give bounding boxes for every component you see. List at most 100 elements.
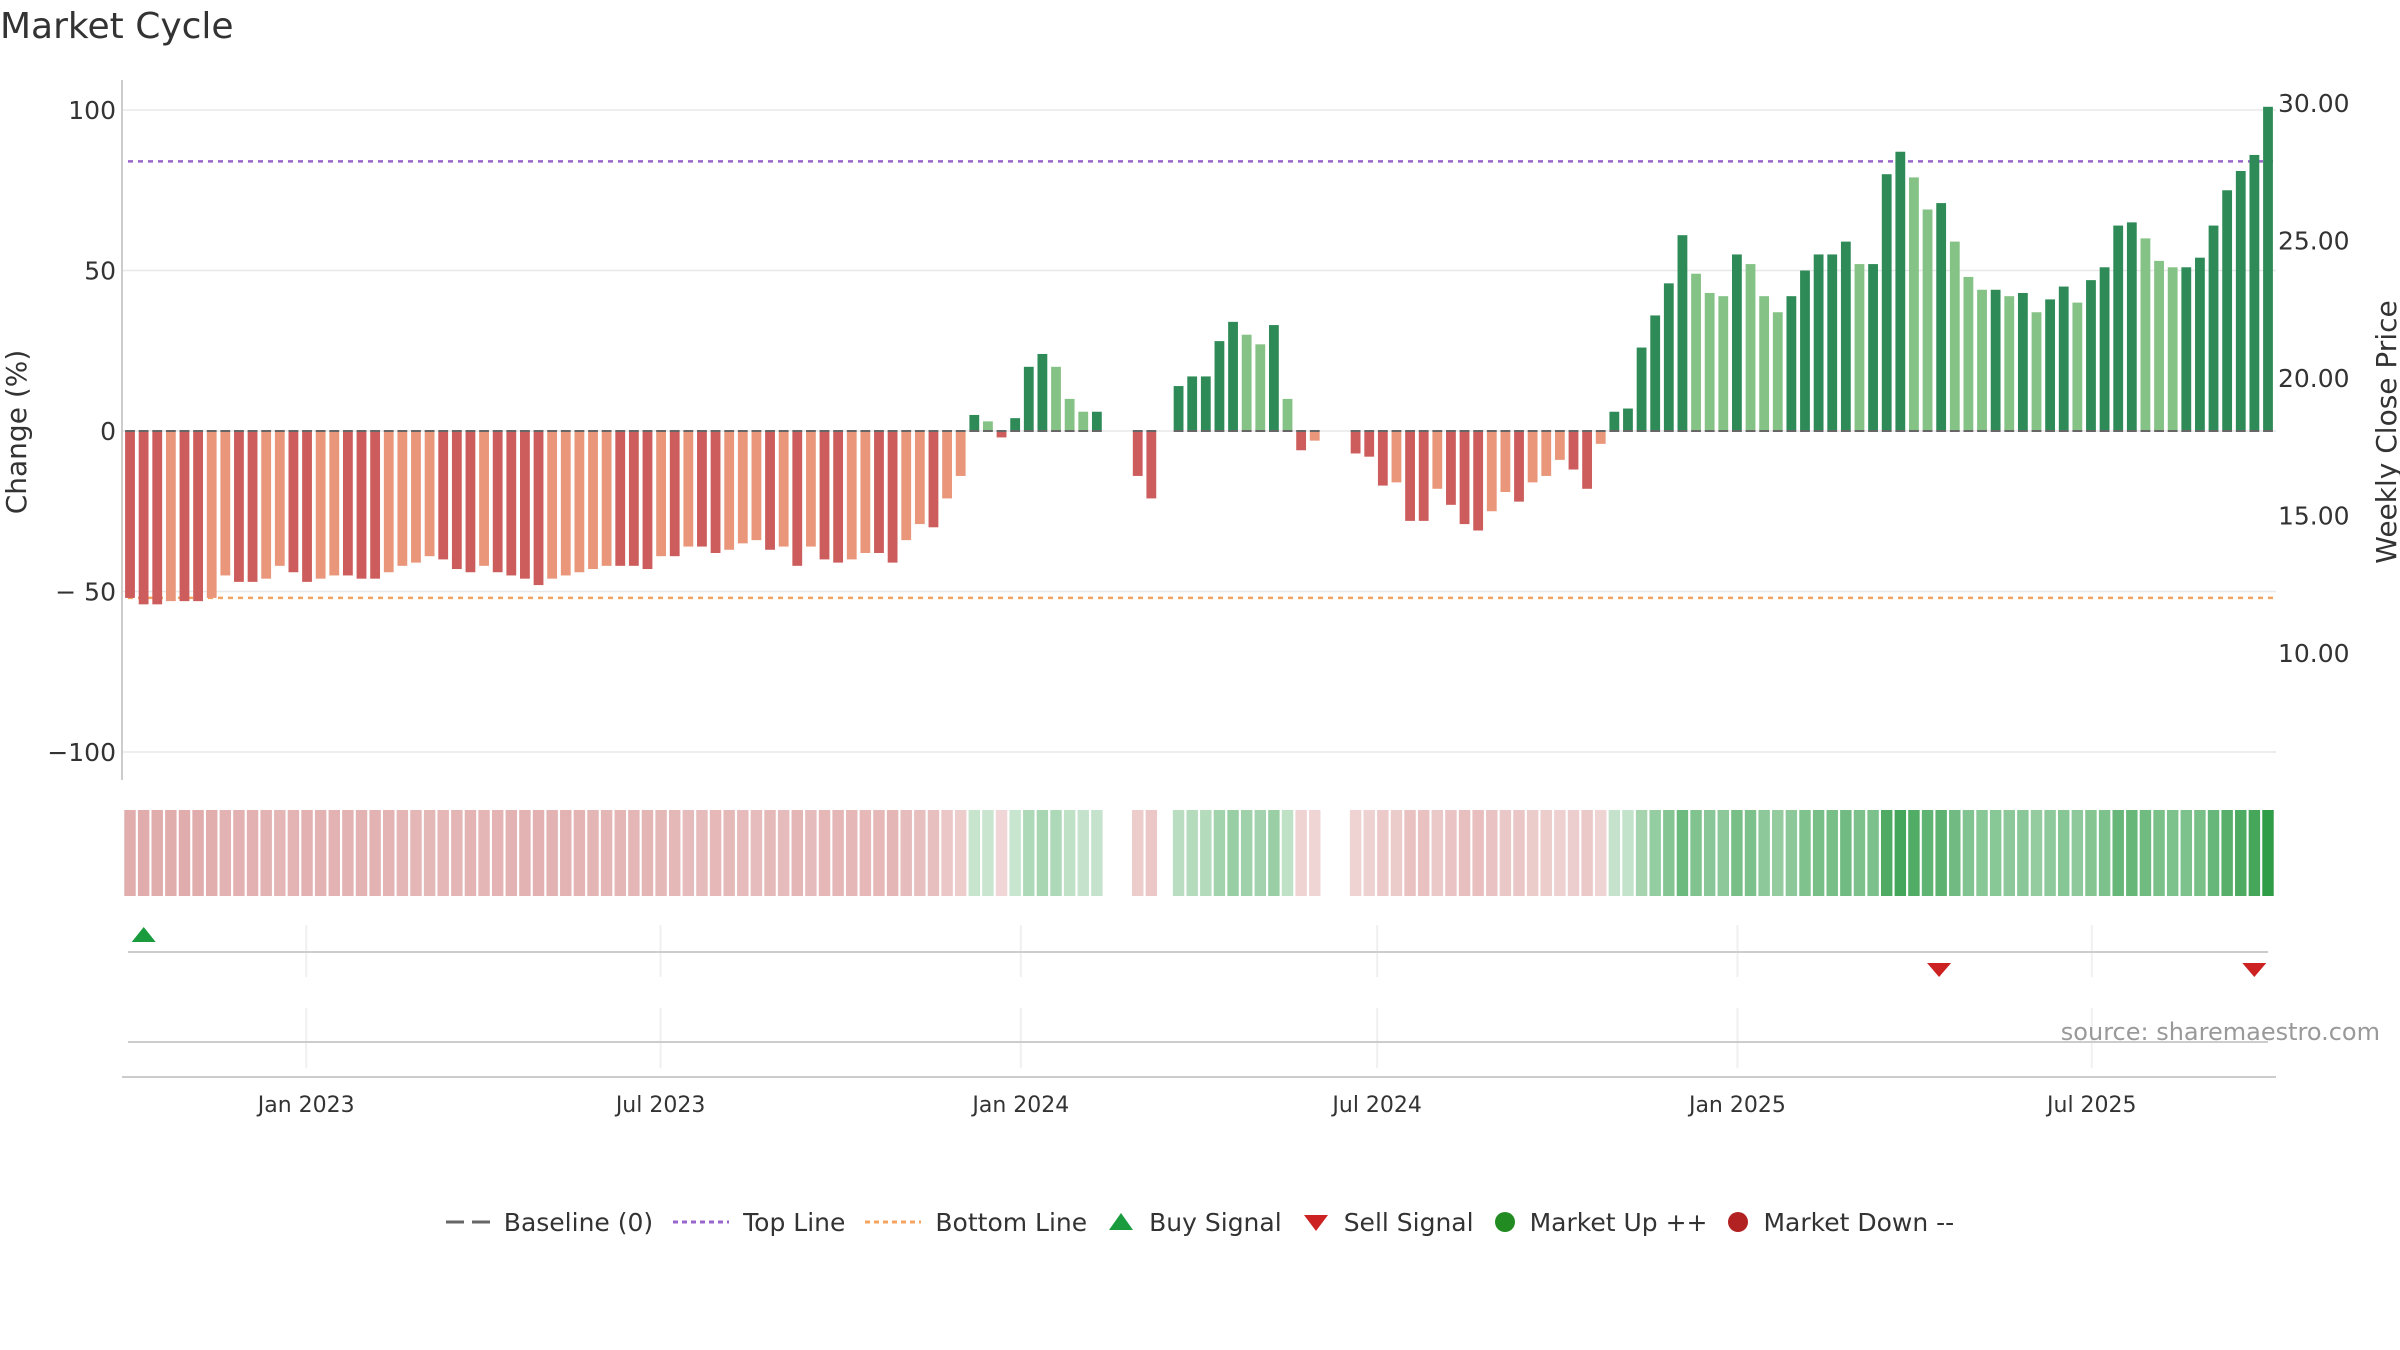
intensity-cell: [478, 810, 490, 896]
intensity-cell: [1703, 810, 1716, 896]
intensity-cell: [314, 810, 327, 896]
legend-item: Market Up ++: [1494, 1208, 1708, 1237]
intensity-cell: [505, 810, 518, 896]
intensity-cell: [1295, 810, 1307, 896]
intensity-cell: [1036, 810, 1049, 896]
intensity-cell: [464, 810, 477, 896]
intensity-cell: [1213, 810, 1226, 896]
change-bar: [165, 431, 176, 602]
intensity-cell: [2153, 810, 2165, 896]
intensity-cell: [328, 810, 340, 896]
change-bar: [2045, 299, 2056, 431]
change-bar: [220, 431, 231, 576]
intensity-cell: [641, 810, 654, 896]
change-bar: [792, 431, 803, 566]
signal-panel: [122, 925, 2276, 1078]
change-bar: [397, 431, 408, 566]
intensity-cell: [1731, 810, 1743, 896]
change-bar: [1963, 276, 1974, 431]
legend-label: Top Line: [743, 1208, 846, 1237]
dash-line-gray-icon: [445, 1220, 490, 1223]
y-tick-label-left: 100: [68, 96, 116, 125]
intensity-cell: [1240, 810, 1253, 896]
intensity-cell: [1009, 810, 1021, 896]
change-bar: [969, 414, 980, 431]
change-bar: [1745, 264, 1756, 431]
change-bar: [765, 431, 775, 550]
intensity-cell: [1608, 810, 1621, 896]
intensity-cell: [1840, 810, 1852, 896]
change-bar: [724, 431, 735, 550]
change-bar: [2140, 238, 2151, 431]
intensity-cell: [941, 810, 953, 896]
intensity-cell: [1554, 810, 1566, 896]
intensity-cell: [2180, 810, 2193, 896]
x-tick-label: Jul 2023: [614, 1093, 706, 1118]
intensity-cell: [668, 810, 681, 896]
change-bar: [642, 431, 653, 570]
change-bar: [492, 431, 503, 573]
circle-red-icon: [1728, 1211, 1749, 1232]
intensity-cell: [1649, 810, 1661, 896]
legend-label: Market Up ++: [1529, 1208, 1708, 1237]
x-tick-label: Jul 2025: [2045, 1093, 2137, 1118]
y-tick-label-left: −100: [47, 738, 116, 767]
change-bar: [479, 431, 489, 566]
change-bar: [1786, 296, 1797, 431]
intensity-cell: [437, 810, 449, 896]
change-bar: [1296, 431, 1307, 451]
change-bar: [2058, 286, 2069, 431]
intensity-cell: [709, 810, 722, 896]
intensity-cell: [2071, 810, 2084, 896]
change-bar: [574, 431, 585, 573]
change-bar: [983, 421, 993, 431]
change-bar: [628, 431, 639, 566]
y-tick-label-right: 15.00: [2278, 502, 2350, 531]
intensity-cell: [219, 810, 232, 896]
intensity-cell: [137, 810, 150, 896]
change-bar: [2113, 225, 2124, 431]
change-bar: [2126, 222, 2137, 431]
change-bar: [1023, 366, 1034, 431]
intensity-cell: [233, 810, 245, 896]
intensity-cell: [260, 810, 272, 896]
intensity-cell: [791, 810, 803, 896]
change-bar: [1868, 264, 1878, 431]
change-bar: [942, 431, 952, 499]
change-bar: [833, 431, 844, 563]
intensity-cell: [1513, 810, 1525, 896]
change-bar: [656, 431, 666, 557]
intensity-cell: [1908, 810, 1920, 896]
intensity-cell: [1962, 810, 1975, 896]
change-bar: [1827, 254, 1838, 431]
change-bar: [1582, 431, 1593, 489]
change-bar: [2181, 267, 2192, 431]
change-bar: [533, 431, 544, 586]
change-bar: [1949, 241, 1960, 431]
change-bar: [1704, 292, 1715, 431]
change-bar: [1800, 270, 1810, 431]
intensity-cell: [1744, 810, 1757, 896]
change-bar: [955, 431, 966, 476]
intensity-cell: [1581, 810, 1593, 896]
change-bar: [1936, 203, 1947, 431]
intensity-cell: [1349, 810, 1362, 896]
intensity-cell: [1172, 810, 1185, 896]
change-bar: [342, 431, 353, 576]
intensity-cell: [396, 810, 409, 896]
change-bars: [125, 106, 2273, 605]
change-bar: [2263, 106, 2273, 431]
intensity-cell: [1949, 810, 1961, 896]
intensity-cell: [1690, 810, 1702, 896]
change-bar: [846, 431, 857, 560]
intensity-cell: [2112, 810, 2124, 896]
change-bar: [438, 431, 449, 560]
change-bar: [874, 431, 884, 553]
change-bar: [1282, 398, 1293, 431]
intensity-cell: [2044, 810, 2056, 896]
intensity-cell: [682, 810, 695, 896]
change-bar: [547, 431, 558, 579]
y-tick-label-left: 0: [100, 417, 116, 446]
change-bar: [1650, 315, 1661, 431]
